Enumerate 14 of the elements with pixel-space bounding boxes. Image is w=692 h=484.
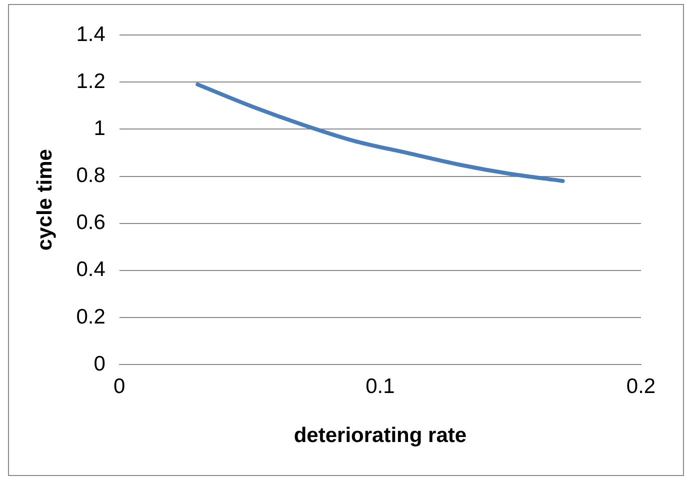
y-tick-label: 1 [94, 116, 106, 140]
x-tick-label: 0.1 [366, 374, 395, 398]
y-tick-label: 0.8 [76, 164, 106, 188]
y-tick-label: 0.2 [76, 305, 106, 328]
y-tick-label: 0 [94, 352, 106, 376]
y-tick-label: 1.2 [76, 70, 106, 93]
y-tick-label: 0.4 [76, 258, 106, 282]
line-series [196, 82, 565, 183]
y-tick-label: 1.4 [76, 22, 106, 46]
y-tick-label: 0.6 [76, 211, 106, 234]
y-axis-title: cycle time [33, 149, 56, 251]
x-tick-label: 0.2 [626, 374, 656, 398]
x-tick-label: 0 [114, 374, 126, 398]
x-axis-title: deteriorating rate [294, 424, 467, 448]
